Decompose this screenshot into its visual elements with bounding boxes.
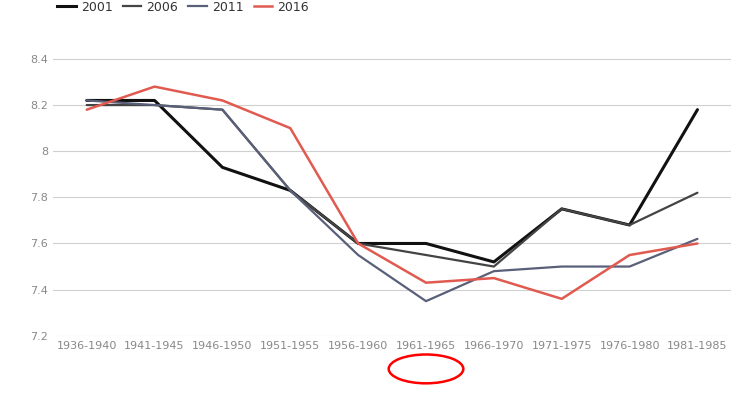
Legend: 2001, 2006, 2011, 2016: 2001, 2006, 2011, 2016 (52, 0, 314, 19)
